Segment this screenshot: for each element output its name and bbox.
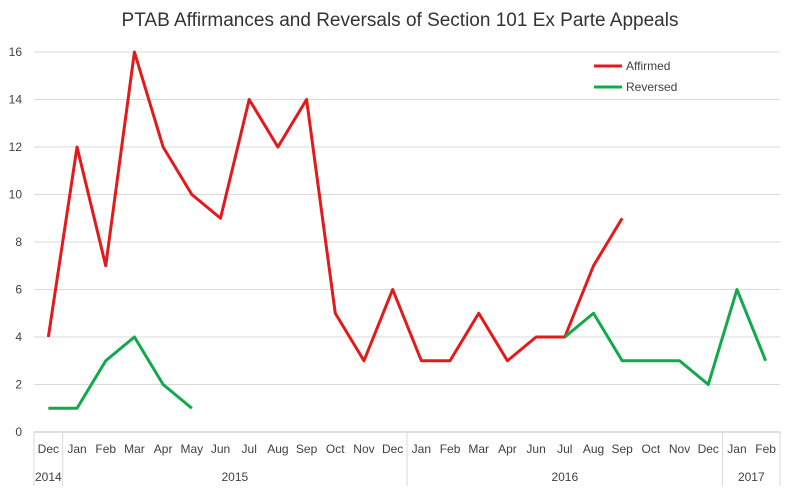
x-tick-label: Jun	[526, 442, 545, 456]
x-tick-label: Nov	[669, 442, 690, 456]
x-axis: Dec Jan Feb Mar Apr May Jun Jul Aug Sep Oct Nov Dec J…	[33, 432, 781, 486]
x-tick-label: Jul	[242, 442, 257, 456]
y-tick-label: 0	[15, 425, 22, 439]
y-tick-label: 4	[15, 330, 22, 344]
x-tick-label: Jul	[557, 442, 572, 456]
x-tick-label: Dec	[382, 442, 403, 456]
x-year-label: 2017	[738, 470, 765, 484]
legend: Affirmed Reversed	[594, 59, 677, 94]
y-tick-label: 8	[15, 235, 22, 249]
x-tick-label: Feb	[755, 442, 776, 456]
series-line-reversed	[563, 288, 768, 386]
x-tick-label: Sep	[296, 442, 318, 456]
legend-affirmed-label: Affirmed	[626, 59, 670, 73]
y-tick-label: 16	[9, 45, 23, 59]
x-year-label: 2015	[221, 470, 248, 484]
y-tick-label: 14	[9, 93, 23, 107]
x-tick-label: Oct	[326, 442, 345, 456]
chart-title: PTAB Affirmances and Reversals of Sectio…	[121, 10, 679, 31]
x-tick-label: Jan	[67, 442, 86, 456]
series-line-reversed	[48, 335, 193, 410]
x-tick-label: May	[180, 442, 203, 456]
y-tick-label: 10	[9, 188, 23, 202]
gridlines	[34, 51, 780, 433]
x-tick-label: Aug	[583, 442, 604, 456]
y-axis: 0 2 4 6 8 10 12 14 16	[9, 45, 23, 439]
y-tick-label: 12	[9, 140, 23, 154]
series-lines	[46, 50, 768, 410]
x-tick-label: Feb	[95, 442, 116, 456]
x-tick-label: Apr	[498, 442, 517, 456]
x-tick-label: Jun	[211, 442, 230, 456]
x-tick-label: Apr	[154, 442, 173, 456]
x-tick-label: Oct	[642, 442, 661, 456]
x-tick-label: Dec	[38, 442, 59, 456]
series-line-affirmed	[46, 50, 624, 363]
y-tick-label: 6	[15, 283, 22, 297]
legend-reversed-label: Reversed	[626, 80, 677, 94]
x-tick-label: Feb	[440, 442, 461, 456]
x-tick-label: Mar	[468, 442, 489, 456]
x-tick-label: Jan	[727, 442, 746, 456]
x-tick-label: Jan	[412, 442, 431, 456]
x-tick-label: Sep	[612, 442, 634, 456]
x-year-label: 2014	[35, 470, 62, 484]
x-tick-label: Dec	[698, 442, 719, 456]
x-tick-label: Nov	[353, 442, 374, 456]
x-tick-label: Mar	[124, 442, 145, 456]
x-year-label: 2016	[551, 470, 578, 484]
y-tick-label: 2	[15, 378, 22, 392]
x-tick-label: Aug	[267, 442, 288, 456]
